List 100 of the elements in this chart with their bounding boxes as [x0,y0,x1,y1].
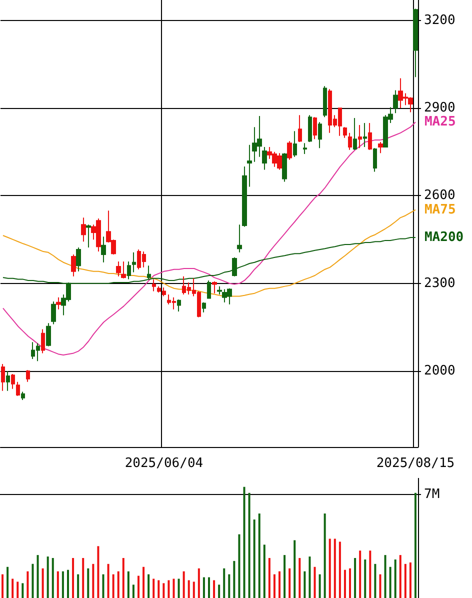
candlestick [152,278,156,292]
candlestick [293,130,297,158]
bar [142,566,145,598]
candlestick [237,224,242,253]
y-tick-label: 7M [424,486,440,502]
bar [248,492,250,598]
candlestick [202,302,206,313]
bar [42,568,44,598]
bar [107,564,110,598]
bar [253,519,256,598]
candlestick [247,144,252,188]
bar [97,546,100,598]
bar [298,558,301,598]
candlestick [177,298,181,312]
bar [72,558,74,598]
candlestick [358,124,362,149]
bar [394,559,396,598]
candlestick [71,254,76,277]
bar [414,492,416,598]
bar [208,577,210,598]
bar [399,555,402,598]
bar [158,580,160,598]
bar [66,570,69,598]
bar [36,555,39,598]
bar [112,574,114,598]
candlestick [1,364,5,392]
bar [218,584,220,598]
bar [238,534,240,598]
bar [268,558,270,598]
bar [243,486,246,598]
bar [328,538,331,598]
candlestick [81,217,86,242]
bar [374,564,376,598]
candlestick [242,166,247,228]
series-label: MA25 [424,114,456,130]
bar [2,574,4,598]
candlestick [132,252,136,273]
candlestick [16,381,20,396]
candlestick [318,122,322,149]
candlestick [353,118,357,150]
x-tick-label: 2025/08/15 [376,456,455,471]
candlestick [393,90,398,114]
bar [344,570,346,598]
bar [92,564,94,598]
candlestick [343,126,347,138]
y-tick-label: 3200 [424,12,456,28]
bar [334,538,336,598]
candlestick [282,152,287,182]
bar [284,555,286,598]
bar [6,566,9,598]
candlestick [121,260,126,279]
bar [16,582,19,598]
bar [26,571,29,598]
candlestick [323,86,327,118]
candlestick [51,301,56,325]
candlestick [147,265,151,280]
bar [168,580,170,598]
bar [62,571,64,598]
bar [318,574,321,598]
candlestick [127,260,131,280]
y-tick-label: 2600 [424,188,456,204]
bar [349,568,352,598]
bar [152,578,155,598]
bar [32,564,34,598]
bar [233,560,236,598]
line-series [2,122,416,356]
candlestick [86,224,91,248]
bar [172,578,175,598]
bar [198,568,200,598]
bar [22,583,24,598]
bar [46,556,49,598]
y-tick-label: 2900 [424,100,456,116]
bar [87,568,90,598]
candlestick [232,256,237,277]
candlestick [21,391,25,400]
candlestick [101,236,106,263]
bar [192,582,195,598]
bar [122,558,124,598]
candlestick [363,122,367,148]
bar [188,580,190,598]
candlestick [11,373,15,390]
candlestick [368,122,372,150]
y-tick-label: 2000 [424,364,456,379]
bar [389,566,392,598]
bar [324,514,326,598]
bar [148,574,150,598]
bar [364,559,366,598]
bar [213,580,216,598]
bar [314,566,316,598]
bar [223,568,226,598]
candlestick [212,280,217,294]
bar [117,571,120,598]
candlestick [116,260,121,277]
bar [56,571,59,598]
candlestick [56,296,61,310]
bar [182,571,185,598]
candlestick [287,140,292,160]
candlestick [303,142,307,154]
bar [178,578,180,598]
bar [338,542,341,598]
